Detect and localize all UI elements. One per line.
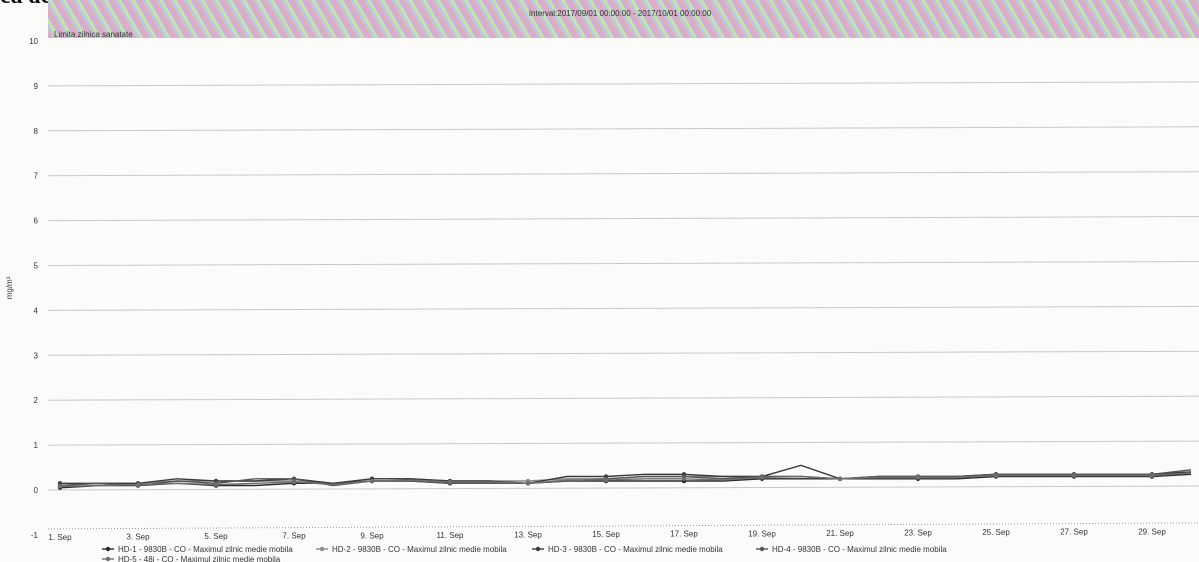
data-point-series-5 bbox=[993, 473, 999, 478]
legend-marker-icon bbox=[105, 556, 111, 562]
x-tick-label: 9. Sep bbox=[360, 531, 384, 540]
plot-band-health-limit bbox=[48, 0, 1199, 39]
y-tick-label: 0 bbox=[34, 486, 39, 495]
data-point-series-5 bbox=[369, 478, 375, 484]
data-point-series-5 bbox=[1071, 473, 1077, 478]
series-line-1 bbox=[59, 473, 1192, 489]
y-tick-label: 7 bbox=[34, 172, 39, 181]
x-tick-label: 11. Sep bbox=[437, 531, 465, 540]
y-gridline bbox=[47, 81, 1199, 87]
data-point-series-5 bbox=[135, 482, 141, 487]
y-gridline bbox=[47, 261, 1199, 266]
y-gridline bbox=[47, 216, 1199, 222]
legend-marker-icon bbox=[759, 546, 765, 552]
legend-marker-icon bbox=[535, 546, 541, 552]
y-gridline bbox=[47, 126, 1199, 132]
legend-label: HD-1 - 9830B - CO - Maximul zilnic medie… bbox=[118, 545, 293, 554]
y-gridline bbox=[47, 485, 1199, 491]
y-tick-label: 10 bbox=[29, 37, 38, 46]
series-line-5 bbox=[59, 472, 1192, 488]
y-gridline bbox=[47, 171, 1199, 177]
y-axis-label: mg/m³ bbox=[5, 276, 14, 299]
data-point-series-5 bbox=[525, 481, 531, 486]
legend-item-4[interactable]: HD-4 - 9830B - CO - Maximul zilnic medie… bbox=[756, 545, 947, 554]
legend-label: HD-3 - 9830B - CO - Maximul zilnic medie… bbox=[548, 545, 723, 554]
legend-item-2[interactable]: HD-2 - 9830B - CO - Maximul zilnic medie… bbox=[316, 545, 507, 554]
y-gridline bbox=[47, 305, 1199, 311]
y-gridline bbox=[47, 350, 1199, 356]
data-point-series-5 bbox=[681, 476, 687, 481]
x-tick-label: 7. Sep bbox=[282, 532, 306, 541]
data-point-series-5 bbox=[447, 479, 453, 485]
data-point-series-5 bbox=[57, 484, 63, 489]
data-point-series-5 bbox=[603, 477, 609, 483]
data-point-series-5 bbox=[213, 482, 219, 487]
x-axis-line bbox=[47, 522, 1199, 530]
x-tick-label: 3. Sep bbox=[126, 533, 150, 542]
legend-label: HD-4 - 9830B - CO - Maximul zilnic medie… bbox=[772, 545, 947, 554]
legend-item-5[interactable]: HD-5 - 48i - CO - Maximul zilnic medie m… bbox=[102, 555, 281, 562]
data-point-series-4 bbox=[291, 476, 297, 481]
data-point-series-5 bbox=[837, 476, 843, 481]
legend-marker-icon bbox=[105, 546, 111, 552]
data-point-series-5 bbox=[1149, 473, 1155, 478]
y-tick-label: 1 bbox=[34, 441, 39, 450]
x-tick-label: 1. Sep bbox=[48, 533, 72, 542]
y-tick-label: -1 bbox=[31, 531, 39, 540]
x-tick-label: 17. Sep bbox=[670, 530, 698, 539]
x-tick-label: 15. Sep bbox=[592, 530, 620, 539]
y-gridline bbox=[47, 395, 1199, 401]
chart-title: Interval:2017/09/01 00:00:00 - 2017/10/0… bbox=[529, 9, 712, 18]
legend-marker-icon bbox=[319, 546, 325, 552]
data-point-series-5 bbox=[915, 475, 921, 480]
y-tick-label: 2 bbox=[34, 396, 39, 405]
y-tick-label: 5 bbox=[34, 262, 39, 271]
x-tick-label: 23. Sep bbox=[904, 529, 932, 538]
y-tick-label: 9 bbox=[34, 82, 39, 91]
data-point-series-5 bbox=[291, 479, 297, 485]
y-gridline bbox=[47, 440, 1199, 446]
y-tick-label: 6 bbox=[34, 217, 39, 226]
series-line-4 bbox=[59, 469, 1192, 487]
y-tick-label: 8 bbox=[34, 127, 39, 136]
legend-item-1[interactable]: HD-1 - 9830B - CO - Maximul zilnic medie… bbox=[102, 545, 293, 554]
y-tick-label: 4 bbox=[34, 306, 39, 315]
x-tick-label: 25. Sep bbox=[982, 528, 1010, 537]
x-tick-label: 27. Sep bbox=[1060, 528, 1088, 537]
x-tick-label: 29. Sep bbox=[1138, 527, 1166, 536]
plot-band-label: Limita zilnica sanatate bbox=[54, 30, 133, 39]
legend-item-3[interactable]: HD-3 - 9830B - CO - Maximul zilnic medie… bbox=[532, 545, 723, 554]
x-tick-label: 13. Sep bbox=[514, 531, 542, 540]
legend-label: HD-5 - 48i - CO - Maximul zilnic medie m… bbox=[118, 555, 281, 562]
x-tick-label: 19. Sep bbox=[748, 529, 776, 538]
legend-label: HD-2 - 9830B - CO - Maximul zilnic medie… bbox=[332, 545, 507, 554]
data-point-series-5 bbox=[759, 475, 765, 480]
y-tick-label: 11 bbox=[30, 0, 39, 1]
y-tick-label: 3 bbox=[34, 351, 39, 360]
x-tick-label: 5. Sep bbox=[204, 532, 228, 541]
x-tick-label: 21. Sep bbox=[826, 529, 854, 538]
